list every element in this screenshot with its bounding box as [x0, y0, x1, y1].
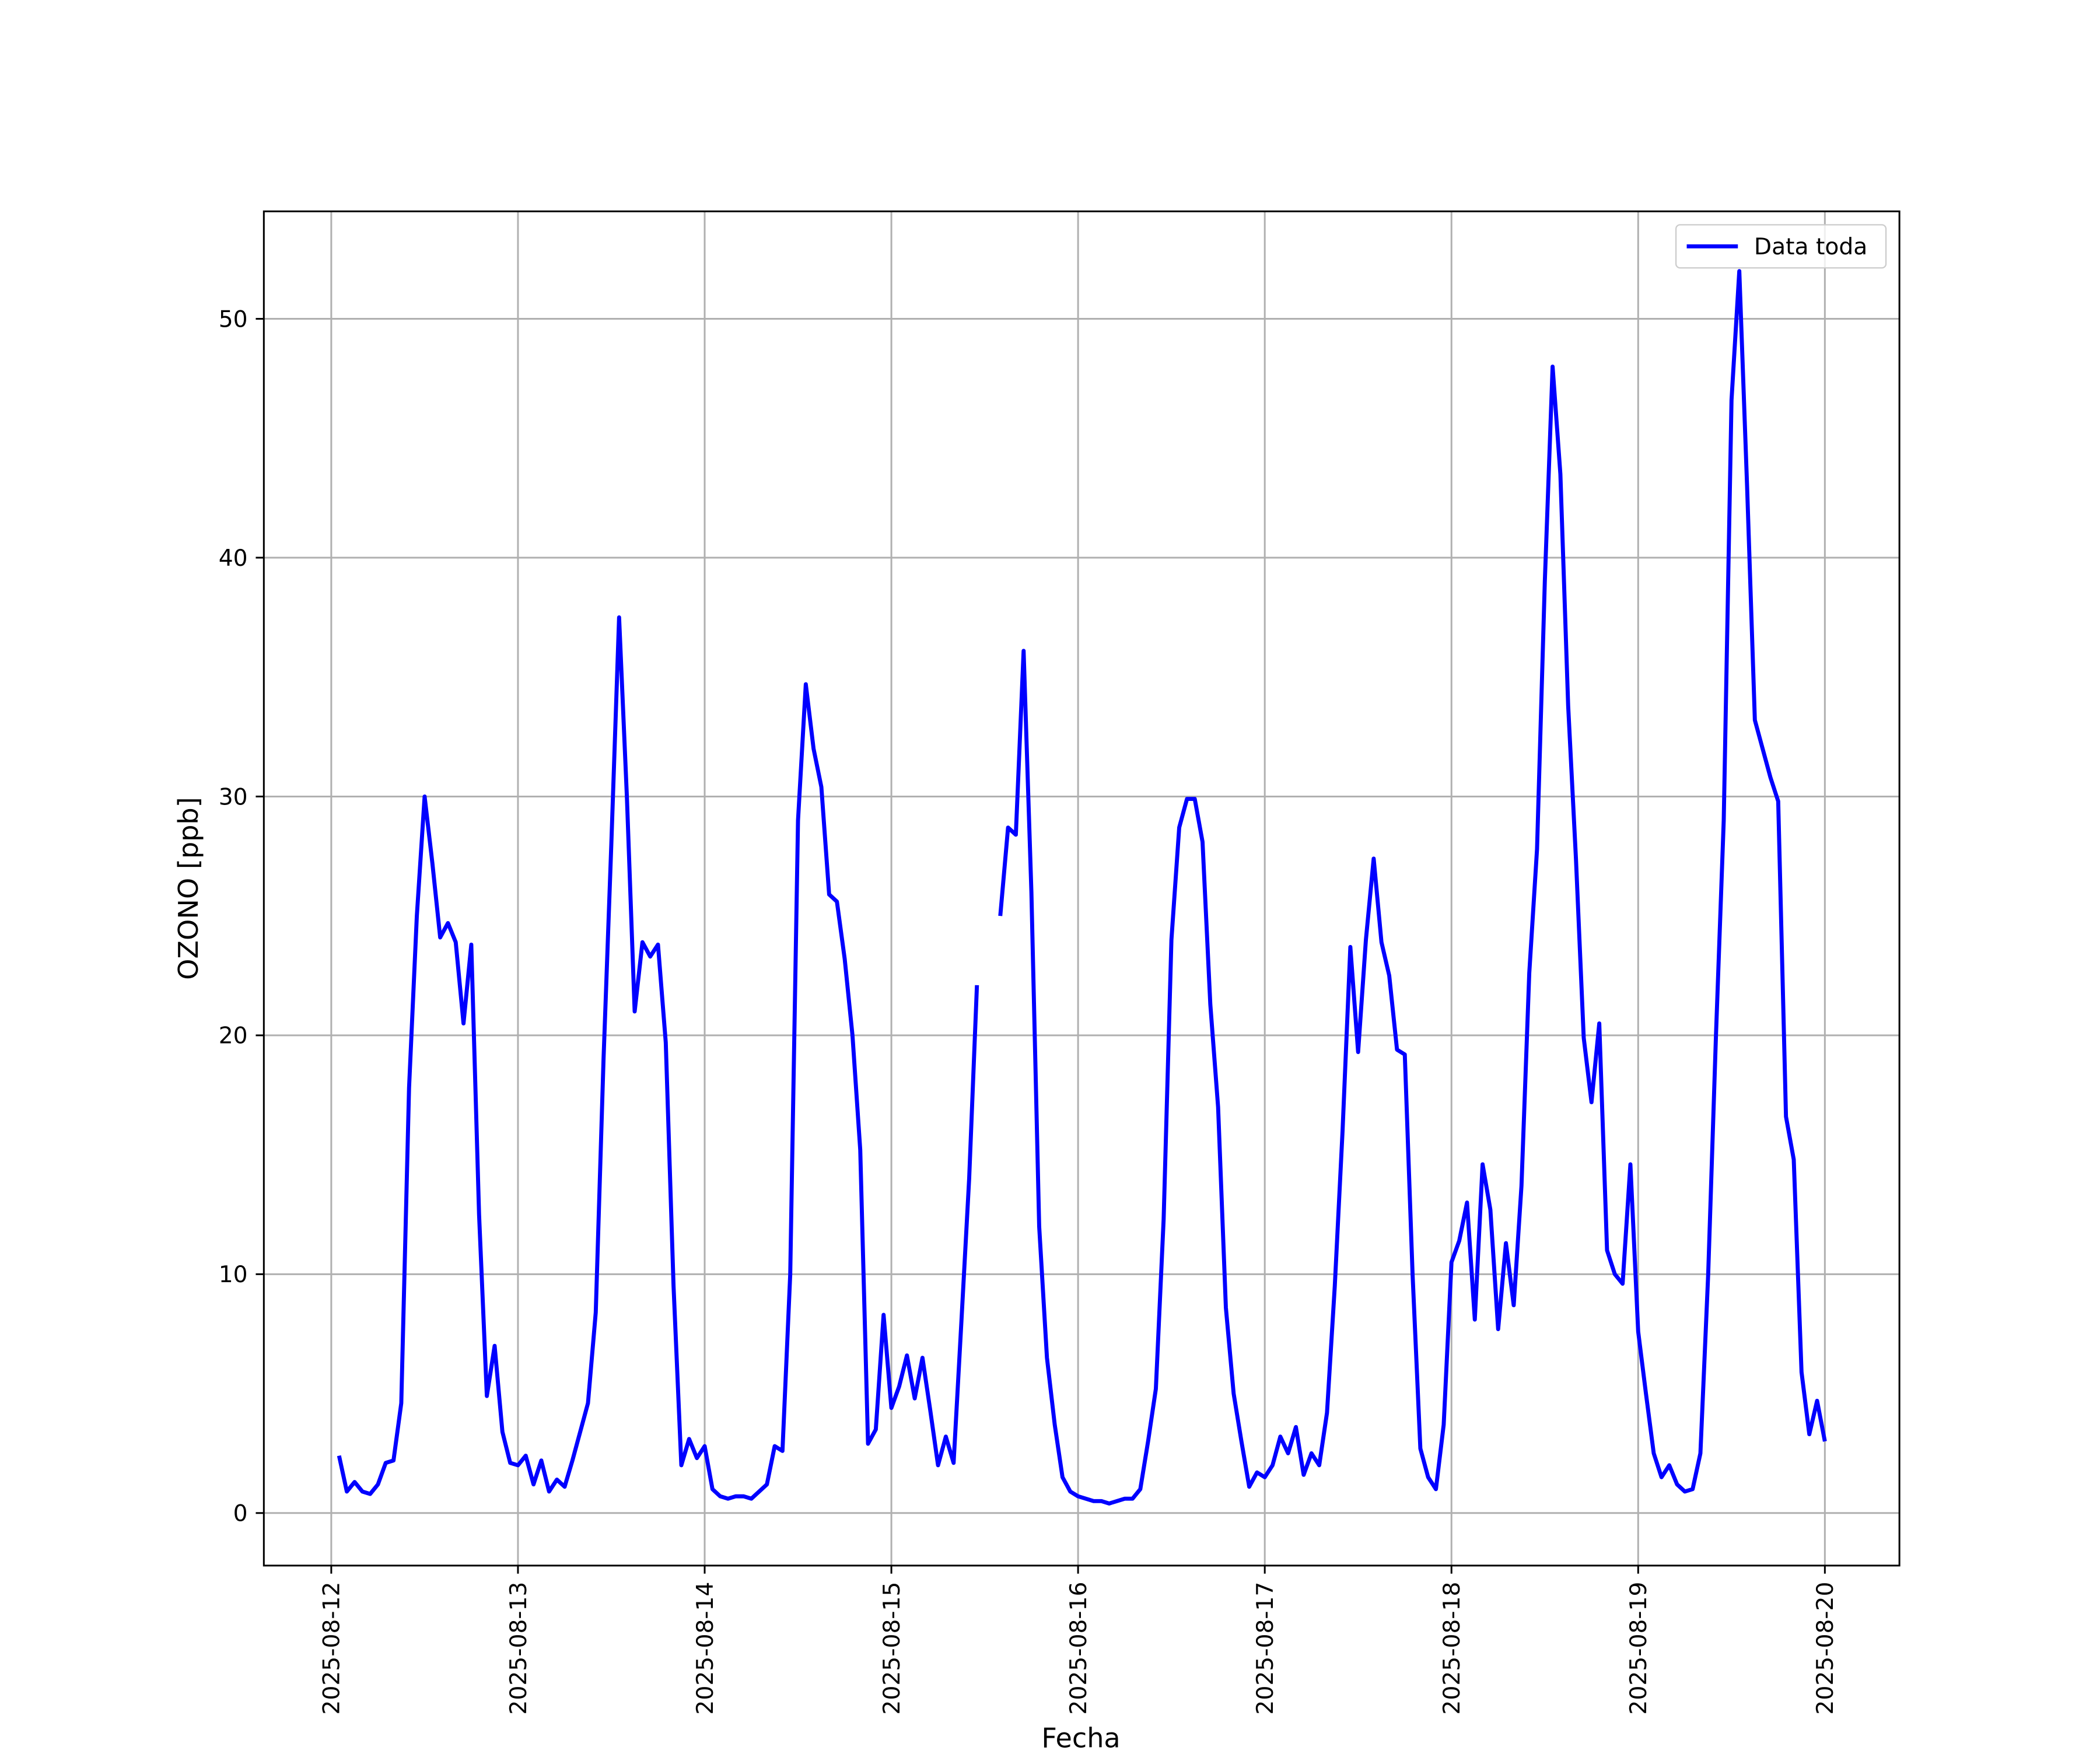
legend-box — [1675, 224, 1887, 269]
y-tick-label: 0 — [233, 1501, 248, 1527]
x-tick-label: 2025-08-15 — [879, 1582, 905, 1715]
x-tick-label: 2025-08-16 — [1066, 1582, 1092, 1715]
x-tick-label: 2025-08-13 — [506, 1582, 532, 1715]
x-tick-label: 2025-08-19 — [1626, 1582, 1652, 1715]
y-tick-label: 10 — [219, 1262, 248, 1288]
legend-label: Data toda — [1754, 234, 1867, 260]
x-tick-label: 2025-08-17 — [1252, 1582, 1279, 1715]
y-tick-label: 40 — [219, 545, 248, 572]
data-line — [337, 615, 979, 1501]
x-tick-label: 2025-08-12 — [319, 1582, 345, 1715]
x-tick-label: 2025-08-20 — [1812, 1582, 1839, 1715]
plot-frame — [262, 210, 1901, 1567]
y-axis-label: OZONO [ppb] — [173, 797, 204, 980]
y-tick-label: 20 — [219, 1023, 248, 1049]
y-tick-label: 30 — [219, 784, 248, 810]
data-line — [998, 269, 1827, 1506]
x-tick-label: 2025-08-18 — [1439, 1582, 1465, 1715]
y-tick-label: 50 — [219, 306, 248, 332]
x-axis-label: Fecha — [1041, 1722, 1120, 1750]
x-tick-label: 2025-08-14 — [692, 1582, 719, 1715]
